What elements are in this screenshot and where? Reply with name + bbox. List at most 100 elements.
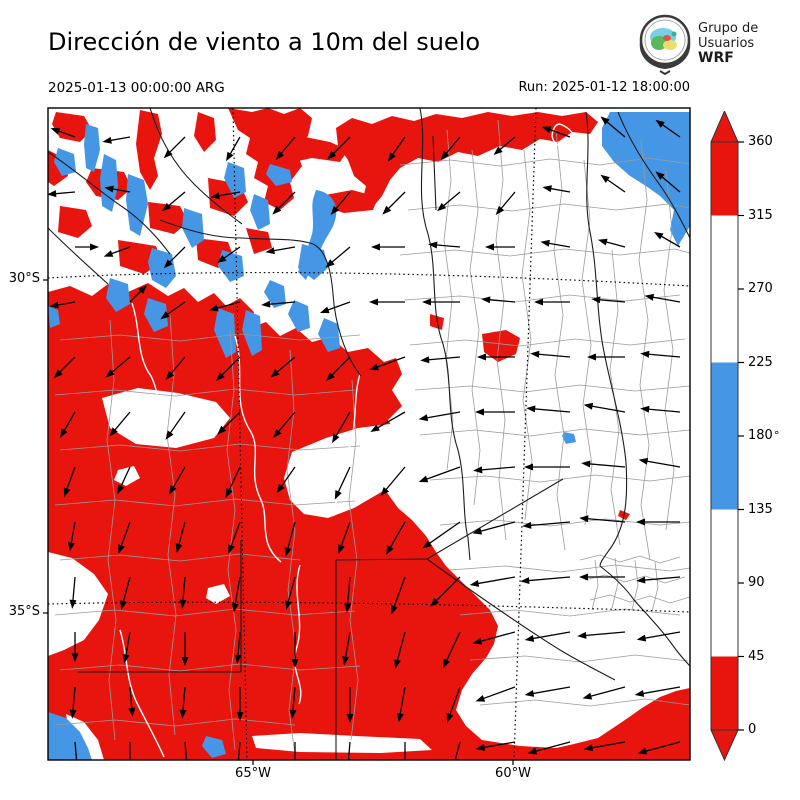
- white-border: [119, 629, 165, 758]
- colorbar-tick-label: 0: [748, 722, 757, 737]
- blue-region: [202, 736, 226, 758]
- wind-arrow: [493, 136, 516, 155]
- wind-arrow: [169, 466, 186, 495]
- wind-arrow: [443, 631, 461, 669]
- department-border: [226, 329, 237, 751]
- department-border: [286, 349, 297, 756]
- white-region: [102, 388, 230, 448]
- wind-arrow: [347, 741, 351, 760]
- wind-arrow: [440, 136, 461, 160]
- department-border: [591, 559, 599, 611]
- colorbar: ° 360 315 270 225 180 135 90 45 0: [710, 109, 800, 771]
- wind-arrow: [422, 298, 460, 306]
- wind-arrow: [184, 741, 188, 760]
- wind-arrow: [74, 741, 78, 760]
- department-border: [59, 553, 301, 562]
- wind-arrow: [129, 742, 131, 760]
- red-region: [246, 228, 272, 254]
- department-border: [59, 663, 361, 672]
- wind-arrow: [472, 521, 516, 535]
- wind-arrow: [228, 521, 241, 554]
- department-border: [409, 338, 686, 347]
- wind-arrow: [369, 298, 405, 306]
- blue-region: [214, 308, 236, 358]
- wind-arrow: [477, 353, 515, 361]
- wind-arrow: [637, 741, 681, 755]
- logo-text: Grupo de Usuarios WRF: [698, 21, 758, 66]
- wind-arrow: [265, 246, 296, 255]
- blue-region: [126, 174, 148, 236]
- colorbar-canvas: [710, 109, 744, 762]
- department-border: [443, 129, 454, 471]
- province-border: [48, 151, 171, 255]
- department-border: [407, 203, 690, 212]
- wind-arrow: [454, 741, 461, 760]
- wind-arrow: [327, 136, 351, 160]
- wind-arrow: [225, 466, 241, 498]
- wind-arrow: [534, 298, 570, 306]
- wind-arrow: [346, 687, 354, 723]
- wind-arrow: [495, 191, 516, 215]
- wind-arrow: [342, 631, 351, 666]
- blue-region: [100, 154, 118, 212]
- wind-arrow: [469, 576, 516, 587]
- wrf-logo-icon: [639, 14, 691, 75]
- wind-arrow: [446, 686, 461, 723]
- wind-arrow: [524, 463, 570, 471]
- blue-region: [218, 250, 244, 282]
- wind-arrow: [163, 136, 186, 159]
- department-border: [106, 319, 117, 741]
- blue-region: [250, 194, 270, 230]
- wind-arrow: [325, 356, 351, 382]
- wind-arrow: [237, 741, 241, 760]
- wind-arrow: [275, 136, 296, 160]
- wind-arrow: [67, 521, 76, 552]
- valid-time-label: 2025-01-13 00:00:00 ARG: [48, 80, 225, 96]
- blue-region: [148, 248, 176, 288]
- colorbar-tick-label: 225: [748, 354, 773, 370]
- wind-arrow: [583, 402, 626, 413]
- white-region: [206, 584, 230, 604]
- blue-region: [602, 112, 690, 246]
- department-border: [631, 559, 639, 611]
- wind-arrow: [391, 576, 406, 615]
- wind-arrow: [422, 521, 461, 549]
- department-border: [553, 129, 566, 551]
- white-border: [131, 302, 164, 421]
- wind-arrow: [175, 521, 186, 553]
- wind-arrow: [382, 191, 406, 215]
- blue-region: [144, 298, 168, 332]
- wind-arrow: [319, 301, 351, 314]
- blue-region: [48, 306, 60, 328]
- wind-arrow: [330, 191, 351, 215]
- wind-arrow: [338, 521, 351, 554]
- wind-arrow: [541, 126, 571, 138]
- wind-arrow: [226, 136, 241, 162]
- wind-arrow: [163, 246, 186, 269]
- wind-arrow: [370, 411, 406, 432]
- department-border: [439, 518, 690, 527]
- wind-arrow: [128, 686, 136, 717]
- wind-arrow: [294, 742, 296, 760]
- department-border: [611, 557, 619, 609]
- red-region: [336, 112, 598, 208]
- white-region: [114, 466, 140, 486]
- wind-arrow: [60, 411, 76, 438]
- department-border: [419, 428, 690, 437]
- white-border: [293, 564, 302, 705]
- wind-arrow: [583, 741, 626, 752]
- department-border: [404, 294, 681, 303]
- map-layers: [48, 108, 690, 760]
- blue-region: [182, 208, 204, 248]
- wind-arrow: [48, 190, 76, 198]
- department-border: [399, 248, 690, 257]
- red-region: [228, 108, 312, 210]
- wind-arrow: [472, 631, 516, 645]
- wind-arrow: [261, 300, 296, 308]
- wind-arrow: [231, 576, 241, 613]
- wind-arrow: [481, 296, 516, 304]
- wind-arrow: [103, 246, 131, 257]
- colorbar-tick-label: 315: [748, 207, 773, 223]
- white-border: [551, 123, 575, 148]
- wind-arrow: [63, 466, 76, 498]
